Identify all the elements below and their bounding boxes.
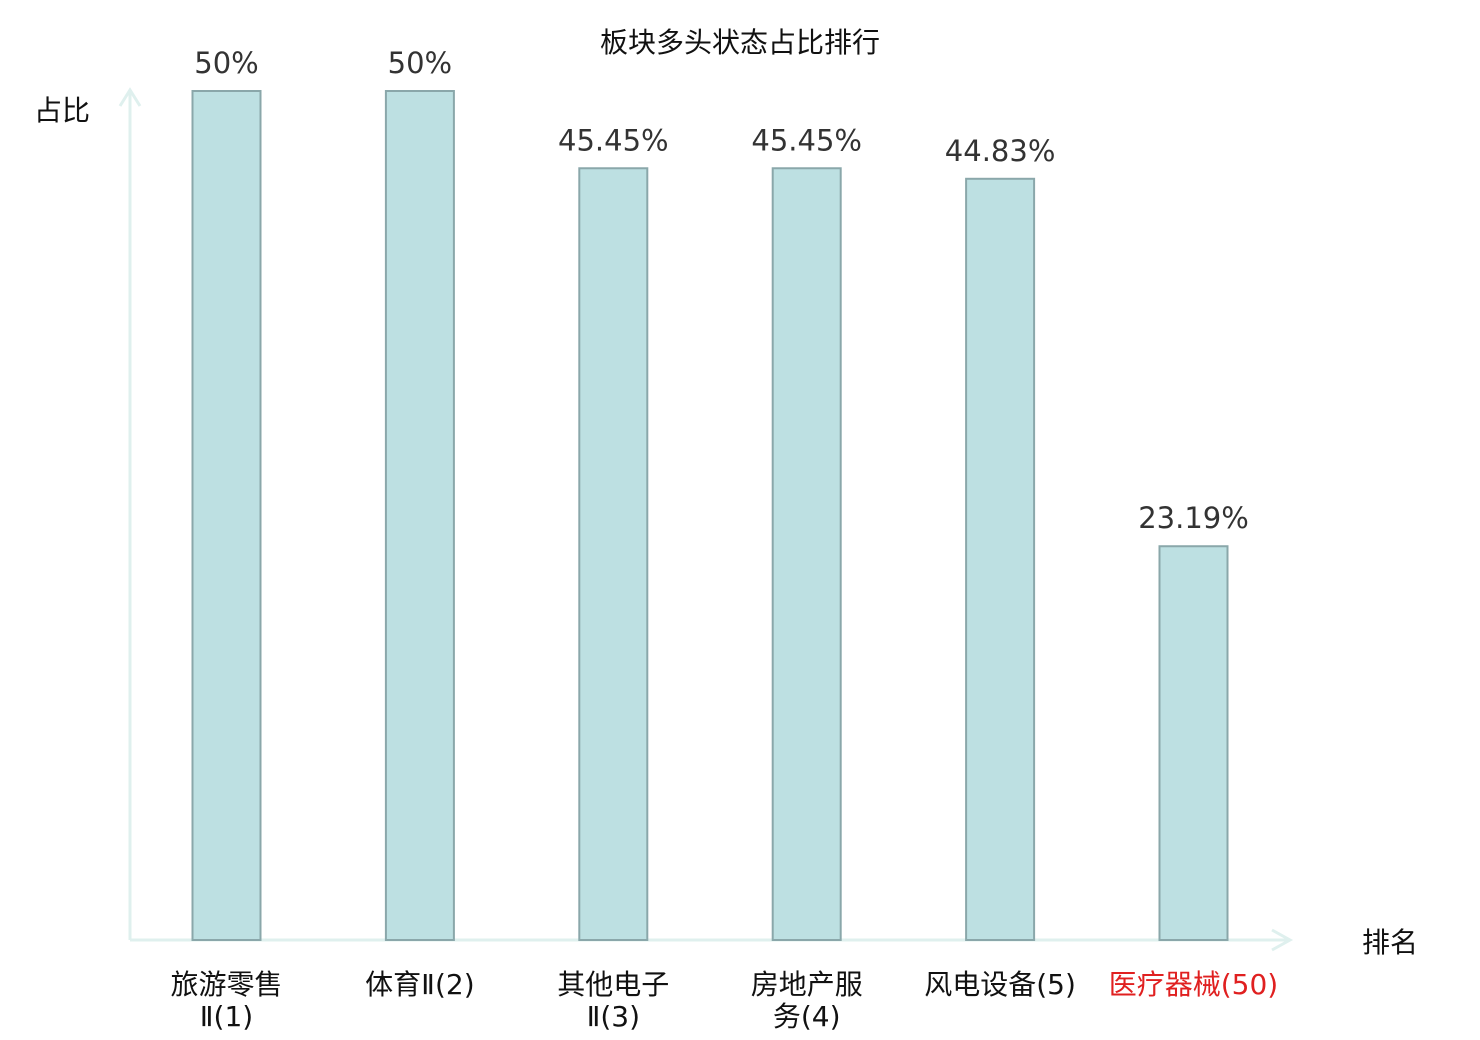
category-tick-label: Ⅱ(3) [587, 1000, 640, 1033]
category-tick-label: 房地产服 [751, 968, 863, 1001]
chart-title: 板块多头状态占比排行 [600, 26, 880, 59]
bar [771, 167, 842, 942]
bar [384, 90, 455, 941]
category-tick-label: 旅游零售 [170, 968, 282, 1001]
category-tick-label: 其他电子 [557, 968, 669, 1001]
bar [1158, 545, 1229, 942]
category-tick-label: 医疗器械(50) [1109, 968, 1278, 1001]
category-tick-label: 务(4) [773, 1000, 841, 1033]
data-label: 45.45% [751, 123, 862, 157]
data-label: 23.19% [1138, 501, 1249, 535]
axes [118, 87, 1294, 952]
y-axis-arrow [118, 87, 142, 107]
x-axis-label: 排名 [1362, 926, 1418, 959]
data-label: 50% [388, 46, 452, 80]
data-label: 45.45% [558, 123, 669, 157]
data-label: 44.83% [945, 134, 1056, 168]
bar [191, 90, 262, 941]
category-tick-label: 体育Ⅱ(2) [365, 968, 474, 1001]
x-axis-arrow [1271, 928, 1294, 952]
y-axis-label: 占比 [34, 94, 90, 127]
bar [965, 177, 1036, 941]
bar [578, 167, 649, 942]
data-label: 50% [194, 46, 258, 80]
category-tick-label: 风电设备(5) [924, 968, 1076, 1001]
category-tick-label: Ⅱ(1) [200, 1000, 253, 1033]
